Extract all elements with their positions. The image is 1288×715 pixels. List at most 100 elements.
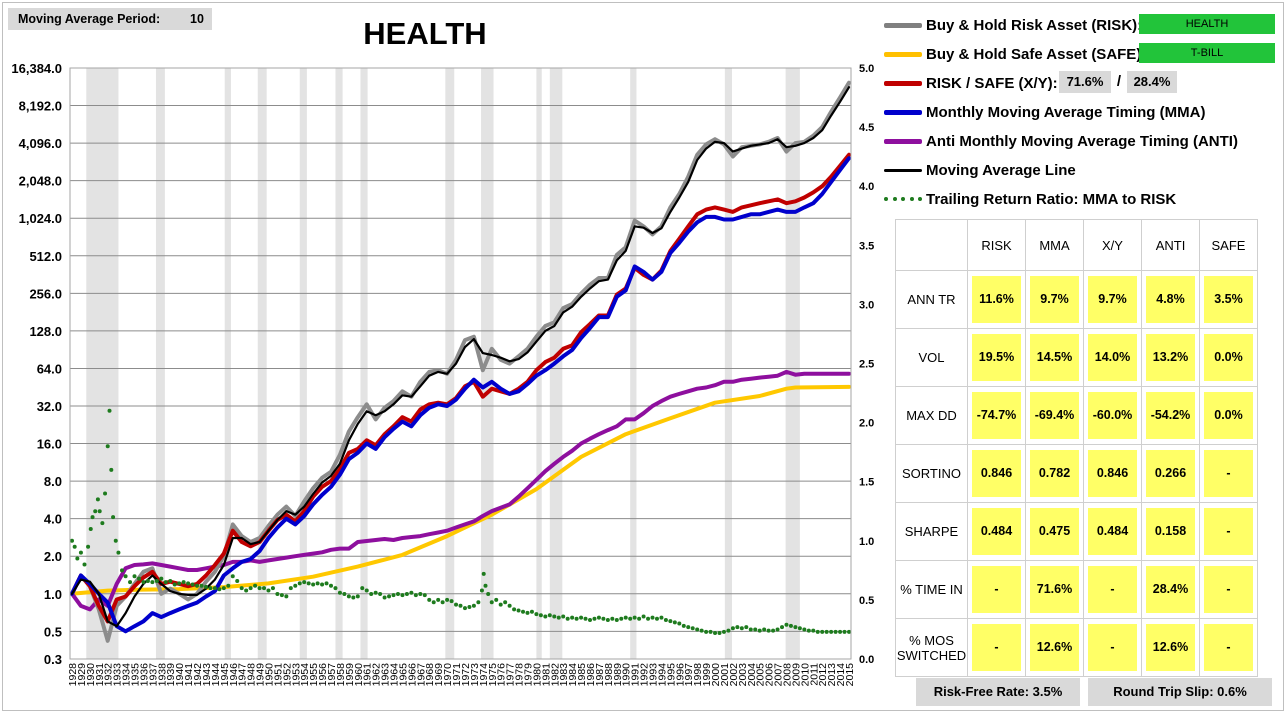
ratio-dot bbox=[570, 615, 575, 620]
stats-cell: 0.266 bbox=[1146, 450, 1195, 497]
ratio-dot bbox=[266, 588, 271, 593]
ratio-dot bbox=[364, 588, 369, 593]
x-tick-label: 1974 bbox=[478, 663, 490, 687]
ratio-dot bbox=[565, 616, 570, 621]
ratio-dot bbox=[181, 580, 186, 585]
ratio-dot bbox=[72, 544, 77, 549]
ratio-dot bbox=[315, 581, 320, 586]
x-tick-label: 1967 bbox=[415, 663, 427, 687]
ratio-dot bbox=[847, 629, 851, 634]
legend-risk-label: Buy & Hold Risk Asset (RISK): bbox=[926, 16, 1143, 34]
ratio-dot bbox=[471, 603, 476, 608]
ratio-dot bbox=[293, 583, 298, 588]
y-tick-label: 256.0 bbox=[29, 286, 62, 301]
ratio-dot bbox=[793, 625, 798, 630]
stats-cell: 0.475 bbox=[1030, 508, 1079, 555]
x-tick-label: 1955 bbox=[308, 663, 320, 687]
series-line-safe bbox=[70, 384, 851, 596]
y2-tick-label: 3.0 bbox=[859, 299, 874, 311]
x-tick-label: 1946 bbox=[228, 663, 240, 687]
x-tick-label: 2006 bbox=[764, 663, 776, 687]
moving-average-period-value: 10 bbox=[190, 12, 204, 26]
x-tick-label: 1953 bbox=[290, 663, 302, 687]
legend-safe: Buy & Hold Safe Asset (SAFE): bbox=[884, 42, 1146, 66]
ratio-dot bbox=[355, 594, 360, 599]
ratio-dot bbox=[150, 580, 155, 585]
recession-band bbox=[224, 68, 231, 659]
ratio-dot bbox=[284, 594, 289, 599]
moving-average-period-box: Moving Average Period: 10 bbox=[8, 8, 212, 30]
ratio-dot bbox=[704, 629, 709, 634]
ratio-dot bbox=[360, 586, 365, 591]
x-tick-label: 1957 bbox=[326, 663, 338, 687]
y-tick-label: 4,096.0 bbox=[19, 136, 62, 151]
ratio-dot bbox=[659, 615, 664, 620]
ratio-dot bbox=[346, 594, 351, 599]
ratio-dot bbox=[641, 614, 646, 619]
ratio-dot bbox=[672, 620, 677, 625]
stats-table: RISK MMA X/Y ANTI SAFE ANN TR 11.6% 9.7%… bbox=[895, 219, 1258, 677]
stats-cell: -69.4% bbox=[1030, 392, 1079, 439]
safe-asset-box: T-BILL bbox=[1139, 43, 1275, 63]
x-tick-label: 2011 bbox=[808, 663, 820, 686]
recession-band bbox=[155, 68, 165, 659]
safe-allocation-box: 28.4% bbox=[1127, 71, 1177, 93]
ratio-dot bbox=[123, 574, 128, 579]
stats-cell: 0.846 bbox=[1088, 450, 1137, 497]
stats-row-label: ANN TR bbox=[895, 270, 968, 329]
ratio-dot bbox=[824, 629, 829, 634]
stats-cell: - bbox=[1204, 624, 1253, 671]
ratio-dot bbox=[596, 615, 601, 620]
ratio-dot bbox=[306, 581, 311, 586]
ratio-dot bbox=[512, 607, 517, 612]
ratio-dot bbox=[302, 580, 307, 585]
ratio-dot bbox=[802, 627, 807, 632]
x-tick-label: 1942 bbox=[192, 663, 204, 687]
ratio-dot bbox=[784, 622, 789, 627]
ratio-dot bbox=[163, 580, 168, 585]
ratio-dot bbox=[95, 497, 100, 502]
ratio-dot bbox=[476, 600, 481, 605]
x-tick-label: 1983 bbox=[558, 663, 570, 687]
stats-cell: - bbox=[972, 566, 1021, 613]
ratio-dot bbox=[75, 556, 80, 561]
ratio-dot bbox=[132, 574, 137, 579]
legend-risk: Buy & Hold Risk Asset (RISK): bbox=[884, 13, 1142, 37]
x-tick-label: 1939 bbox=[165, 663, 177, 687]
y-tick-label: 1,024.0 bbox=[19, 211, 62, 226]
ratio-dot bbox=[105, 444, 110, 449]
x-tick-label: 1951 bbox=[272, 663, 284, 687]
ratio-dot bbox=[521, 609, 526, 614]
ratio-dot bbox=[489, 600, 494, 605]
stats-row-label: VOL bbox=[895, 328, 968, 387]
ratio-dot bbox=[88, 526, 93, 531]
stats-cell: 13.2% bbox=[1146, 334, 1195, 381]
x-tick-label: 1989 bbox=[612, 663, 624, 687]
x-tick-label: 1985 bbox=[576, 663, 588, 687]
ratio-dot bbox=[811, 628, 816, 633]
axes: 16,384.0 8,192.0 4,096.0 2,048.0 1,024.0 512.… bbox=[11, 61, 874, 686]
x-tick-label: 1998 bbox=[692, 663, 704, 687]
ratio-dot bbox=[668, 619, 673, 624]
x-tick-label: 2012 bbox=[817, 663, 829, 687]
ratio-dot bbox=[494, 597, 499, 602]
x-tick-label: 1990 bbox=[621, 663, 633, 687]
ratio-dot bbox=[78, 550, 83, 555]
series-line-x-y bbox=[70, 152, 851, 624]
y2-tick-label: 2.0 bbox=[859, 418, 874, 430]
ratio-dot bbox=[842, 629, 847, 634]
ratio-dot bbox=[387, 594, 392, 599]
ratio-dot bbox=[574, 616, 579, 621]
x-tick-label: 1980 bbox=[531, 663, 543, 687]
chart-title: HEALTH bbox=[363, 16, 487, 51]
x-tick-label: 1978 bbox=[514, 663, 526, 687]
stats-cell: 71.6% bbox=[1030, 566, 1079, 613]
legend-ratio-label: Trailing Return Ratio: MMA to RISK bbox=[926, 190, 1177, 208]
ratio-dot bbox=[806, 628, 811, 633]
x-tick-label: 1949 bbox=[255, 663, 267, 687]
ratio-dot bbox=[838, 629, 843, 634]
ratio-dot bbox=[762, 627, 767, 632]
recession-band bbox=[257, 68, 267, 659]
ratio-dot bbox=[538, 613, 543, 618]
y2-tick-label: 2.5 bbox=[859, 359, 874, 371]
